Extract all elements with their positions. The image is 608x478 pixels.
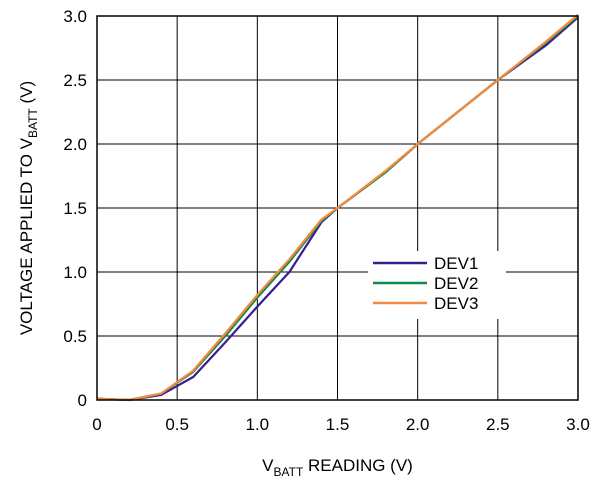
y-tick-label: 3.0 (63, 7, 87, 26)
legend-label-dev1: DEV1 (434, 254, 478, 273)
x-tick-label: 2.0 (406, 415, 430, 434)
y-tick-label: 1.0 (63, 263, 87, 282)
x-axis-title-prefix: V (262, 456, 274, 475)
x-tick-label: 3.0 (566, 415, 590, 434)
x-tick-label: 0 (92, 415, 101, 434)
x-tick-label: 0.5 (165, 415, 189, 434)
series-lines (96, 13, 579, 402)
x-axis-title-suffix: READING (V) (303, 456, 413, 475)
y-tick-label: 2.0 (63, 135, 87, 154)
y-tick-label: 0 (78, 391, 87, 410)
y-tick-label: 2.5 (63, 71, 87, 90)
x-tick-label: 2.5 (486, 415, 510, 434)
y-axis-title-prefix: VOLTAGE APPLIED TO V (17, 137, 36, 335)
y-axis-title-subscript: BATT (26, 108, 40, 138)
plot-frame (96, 15, 579, 401)
legend-label-dev3: DEV3 (434, 294, 478, 313)
x-axis-title: VBATT READING (V) (262, 456, 413, 478)
x-tick-labels: 0 0.5 1.0 1.5 2.0 2.5 3.0 (92, 415, 590, 434)
y-tick-label: 1.5 (63, 199, 87, 218)
y-tick-label: 0.5 (63, 327, 87, 346)
y-tick-labels: 0 0.5 1.0 1.5 2.0 2.5 3.0 (63, 7, 87, 410)
x-tick-label: 1.5 (326, 415, 350, 434)
y-axis-title: VOLTAGE APPLIED TO VBATT (V) (17, 81, 40, 335)
x-tick-label: 1.0 (246, 415, 270, 434)
legend-label-dev2: DEV2 (434, 274, 478, 293)
series-line-dev3 (96, 13, 579, 402)
x-axis-title-subscript: BATT (274, 465, 304, 478)
y-axis-title-suffix: (V) (17, 81, 36, 108)
